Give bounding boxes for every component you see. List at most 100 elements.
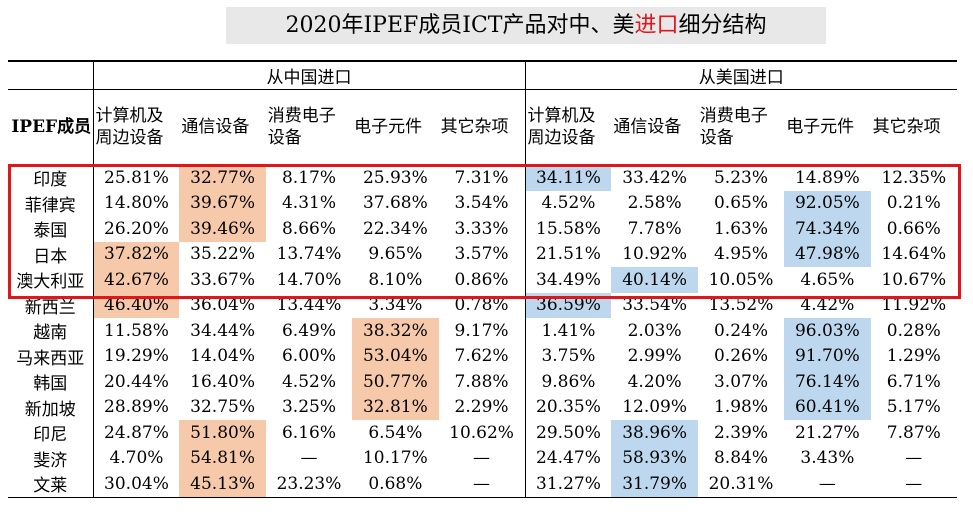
us-share-cell: 34.11%	[524, 164, 612, 191]
us-share-cell: 92.05%	[784, 190, 871, 216]
china-share-cell: 0.78%	[454, 295, 509, 316]
table-row: 斐济 4.70% 54.81% — 10.17% — 24.47% 58.93% 8.84% 3.…	[8, 445, 957, 471]
china-share-cell: 16.40%	[190, 371, 255, 392]
us-share-cell: 60.41%	[784, 394, 871, 420]
us-share-cell: 7.87%	[886, 422, 941, 443]
us-share-cell: 34.49%	[524, 267, 612, 293]
us-share-cell: 14.89%	[794, 167, 860, 188]
china-share-cell: 30.04%	[92, 471, 180, 498]
us-share-cell: 6.71%	[886, 371, 941, 392]
china-share-cell: 33.67%	[190, 269, 255, 290]
us-share-cell: 40.14%	[611, 267, 698, 293]
us-share-cell: 10.05%	[708, 269, 774, 290]
column-header: 消费电子设备	[265, 89, 353, 165]
china-share-cell: 14.70%	[276, 269, 342, 290]
country-name: 印度	[33, 170, 68, 191]
china-share-cell: 28.89%	[92, 394, 180, 420]
us-share-cell: 3.75%	[524, 343, 612, 369]
table-row: 澳大利亚 42.67% 33.67% 14.70% 8.10% 0.86% 34.49% 40…	[8, 267, 957, 293]
us-share-cell: 9.86%	[524, 369, 612, 395]
china-share-cell: 0.86%	[454, 269, 509, 290]
china-share-cell: 4.52%	[281, 371, 336, 392]
us-share-cell: 2.99%	[627, 346, 682, 367]
china-share-cell: 6.49%	[281, 320, 336, 341]
row-header: IPEF成员	[8, 89, 93, 165]
us-share-cell: 0.65%	[713, 193, 768, 214]
china-share-cell: —	[438, 471, 526, 498]
china-share-cell: 39.67%	[179, 190, 266, 216]
us-share-cell: 1.98%	[713, 397, 768, 418]
china-share-cell: 35.22%	[190, 244, 255, 265]
table-row: 新加坡 28.89% 32.75% 3.25% 32.81% 2.29% 20.35% 12.…	[8, 394, 957, 420]
country-name: 新加坡	[24, 399, 76, 420]
china-share-cell: 7.88%	[454, 371, 509, 392]
table-row: 印度 25.81% 32.77% 8.17% 25.93% 7.31% 34.11% 33.4…	[8, 164, 957, 191]
china-share-cell: 32.81%	[352, 394, 439, 420]
china-share-cell: 6.00%	[281, 346, 336, 367]
us-share-cell: 1.29%	[886, 346, 941, 367]
us-share-cell: —	[784, 471, 871, 498]
us-share-cell: 29.50%	[524, 420, 612, 446]
china-share-cell: 13.74%	[276, 244, 342, 265]
china-share-cell: 38.32%	[352, 318, 439, 344]
china-share-cell: 4.31%	[281, 193, 336, 214]
table-row: 印尼 24.87% 51.80% 6.16% 6.54% 10.62% 29.50% 38.9…	[8, 420, 957, 446]
group-header-us: 从美国进口	[524, 60, 957, 90]
china-share-cell: 25.93%	[362, 167, 428, 188]
country-name: 泰国	[33, 221, 68, 242]
country-name: 新西兰	[24, 297, 76, 318]
country-name: 斐济	[33, 450, 68, 471]
table-row: 越南 11.58% 34.44% 6.49% 38.32% 9.17% 1.41% 2.03%…	[8, 318, 957, 344]
us-share-cell: 0.24%	[713, 320, 768, 341]
china-share-cell: 22.34%	[362, 218, 428, 239]
china-share-cell: 3.54%	[454, 193, 509, 214]
china-share-cell: 46.40%	[92, 292, 180, 318]
us-share-cell: 47.98%	[784, 241, 871, 267]
us-share-cell: 96.03%	[784, 318, 871, 344]
us-share-cell: 4.42%	[800, 295, 855, 316]
china-share-cell: 36.04%	[190, 295, 255, 316]
table-row: 韩国 20.44% 16.40% 4.52% 50.77% 7.88% 9.86% 4.20%…	[8, 369, 957, 395]
country-name: 越南	[33, 323, 68, 344]
china-share-cell: 3.57%	[454, 244, 509, 265]
us-share-cell: 74.34%	[784, 216, 871, 242]
china-share-cell: 53.04%	[352, 343, 439, 369]
us-share-cell: 2.03%	[627, 320, 682, 341]
us-share-cell: 31.27%	[524, 471, 612, 498]
country-name: 菲律宾	[24, 195, 76, 216]
us-share-cell: 12.09%	[622, 397, 688, 418]
china-share-cell: 4.70%	[92, 445, 180, 471]
us-share-cell: 0.21%	[886, 193, 941, 214]
column-header: 计算机及周边设备	[92, 89, 180, 165]
china-share-cell: 8.17%	[281, 167, 336, 188]
us-share-cell: 14.64%	[881, 244, 947, 265]
title-post: 细分结构	[678, 13, 767, 38]
us-share-cell: 21.27%	[794, 422, 860, 443]
china-share-cell: 7.31%	[454, 167, 509, 188]
us-share-cell: 33.42%	[622, 167, 688, 188]
china-share-cell: 34.44%	[190, 320, 255, 341]
country-name: 马来西亚	[16, 348, 85, 369]
china-share-cell: 3.25%	[281, 397, 336, 418]
china-share-cell: 54.81%	[179, 445, 266, 471]
us-share-cell: 20.31%	[697, 471, 785, 498]
china-share-cell: 19.29%	[92, 343, 180, 369]
china-share-cell: 37.82%	[92, 241, 180, 267]
us-share-cell: 4.65%	[800, 269, 855, 290]
table-row: 文莱 30.04% 45.13% 23.23% 0.68% —31.27% 31.79% 20…	[8, 471, 957, 498]
us-share-cell: 24.47%	[524, 445, 612, 471]
china-share-cell: 10.17%	[362, 448, 428, 469]
china-share-cell: 14.04%	[190, 346, 255, 367]
china-share-cell: 25.81%	[92, 164, 180, 191]
title-highlight: 进口	[634, 13, 679, 38]
us-share-cell: 13.52%	[708, 295, 774, 316]
import-structure-table: 从中国进口 从美国进口 IPEF成员 计算机及周边设备 通信设备 消费电子设备 电子元…	[8, 60, 957, 498]
us-share-cell: 20.35%	[524, 394, 612, 420]
china-share-cell: 14.80%	[92, 190, 180, 216]
us-share-cell: 91.70%	[784, 343, 871, 369]
us-share-cell: 7.78%	[627, 218, 682, 239]
column-header: 计算机及周边设备	[524, 89, 612, 165]
table-body: 印度 25.81% 32.77% 8.17% 25.93% 7.31% 34.11% 33.4…	[8, 164, 957, 498]
us-share-cell: 15.58%	[524, 216, 612, 242]
us-share-cell: 31.79%	[611, 471, 698, 498]
